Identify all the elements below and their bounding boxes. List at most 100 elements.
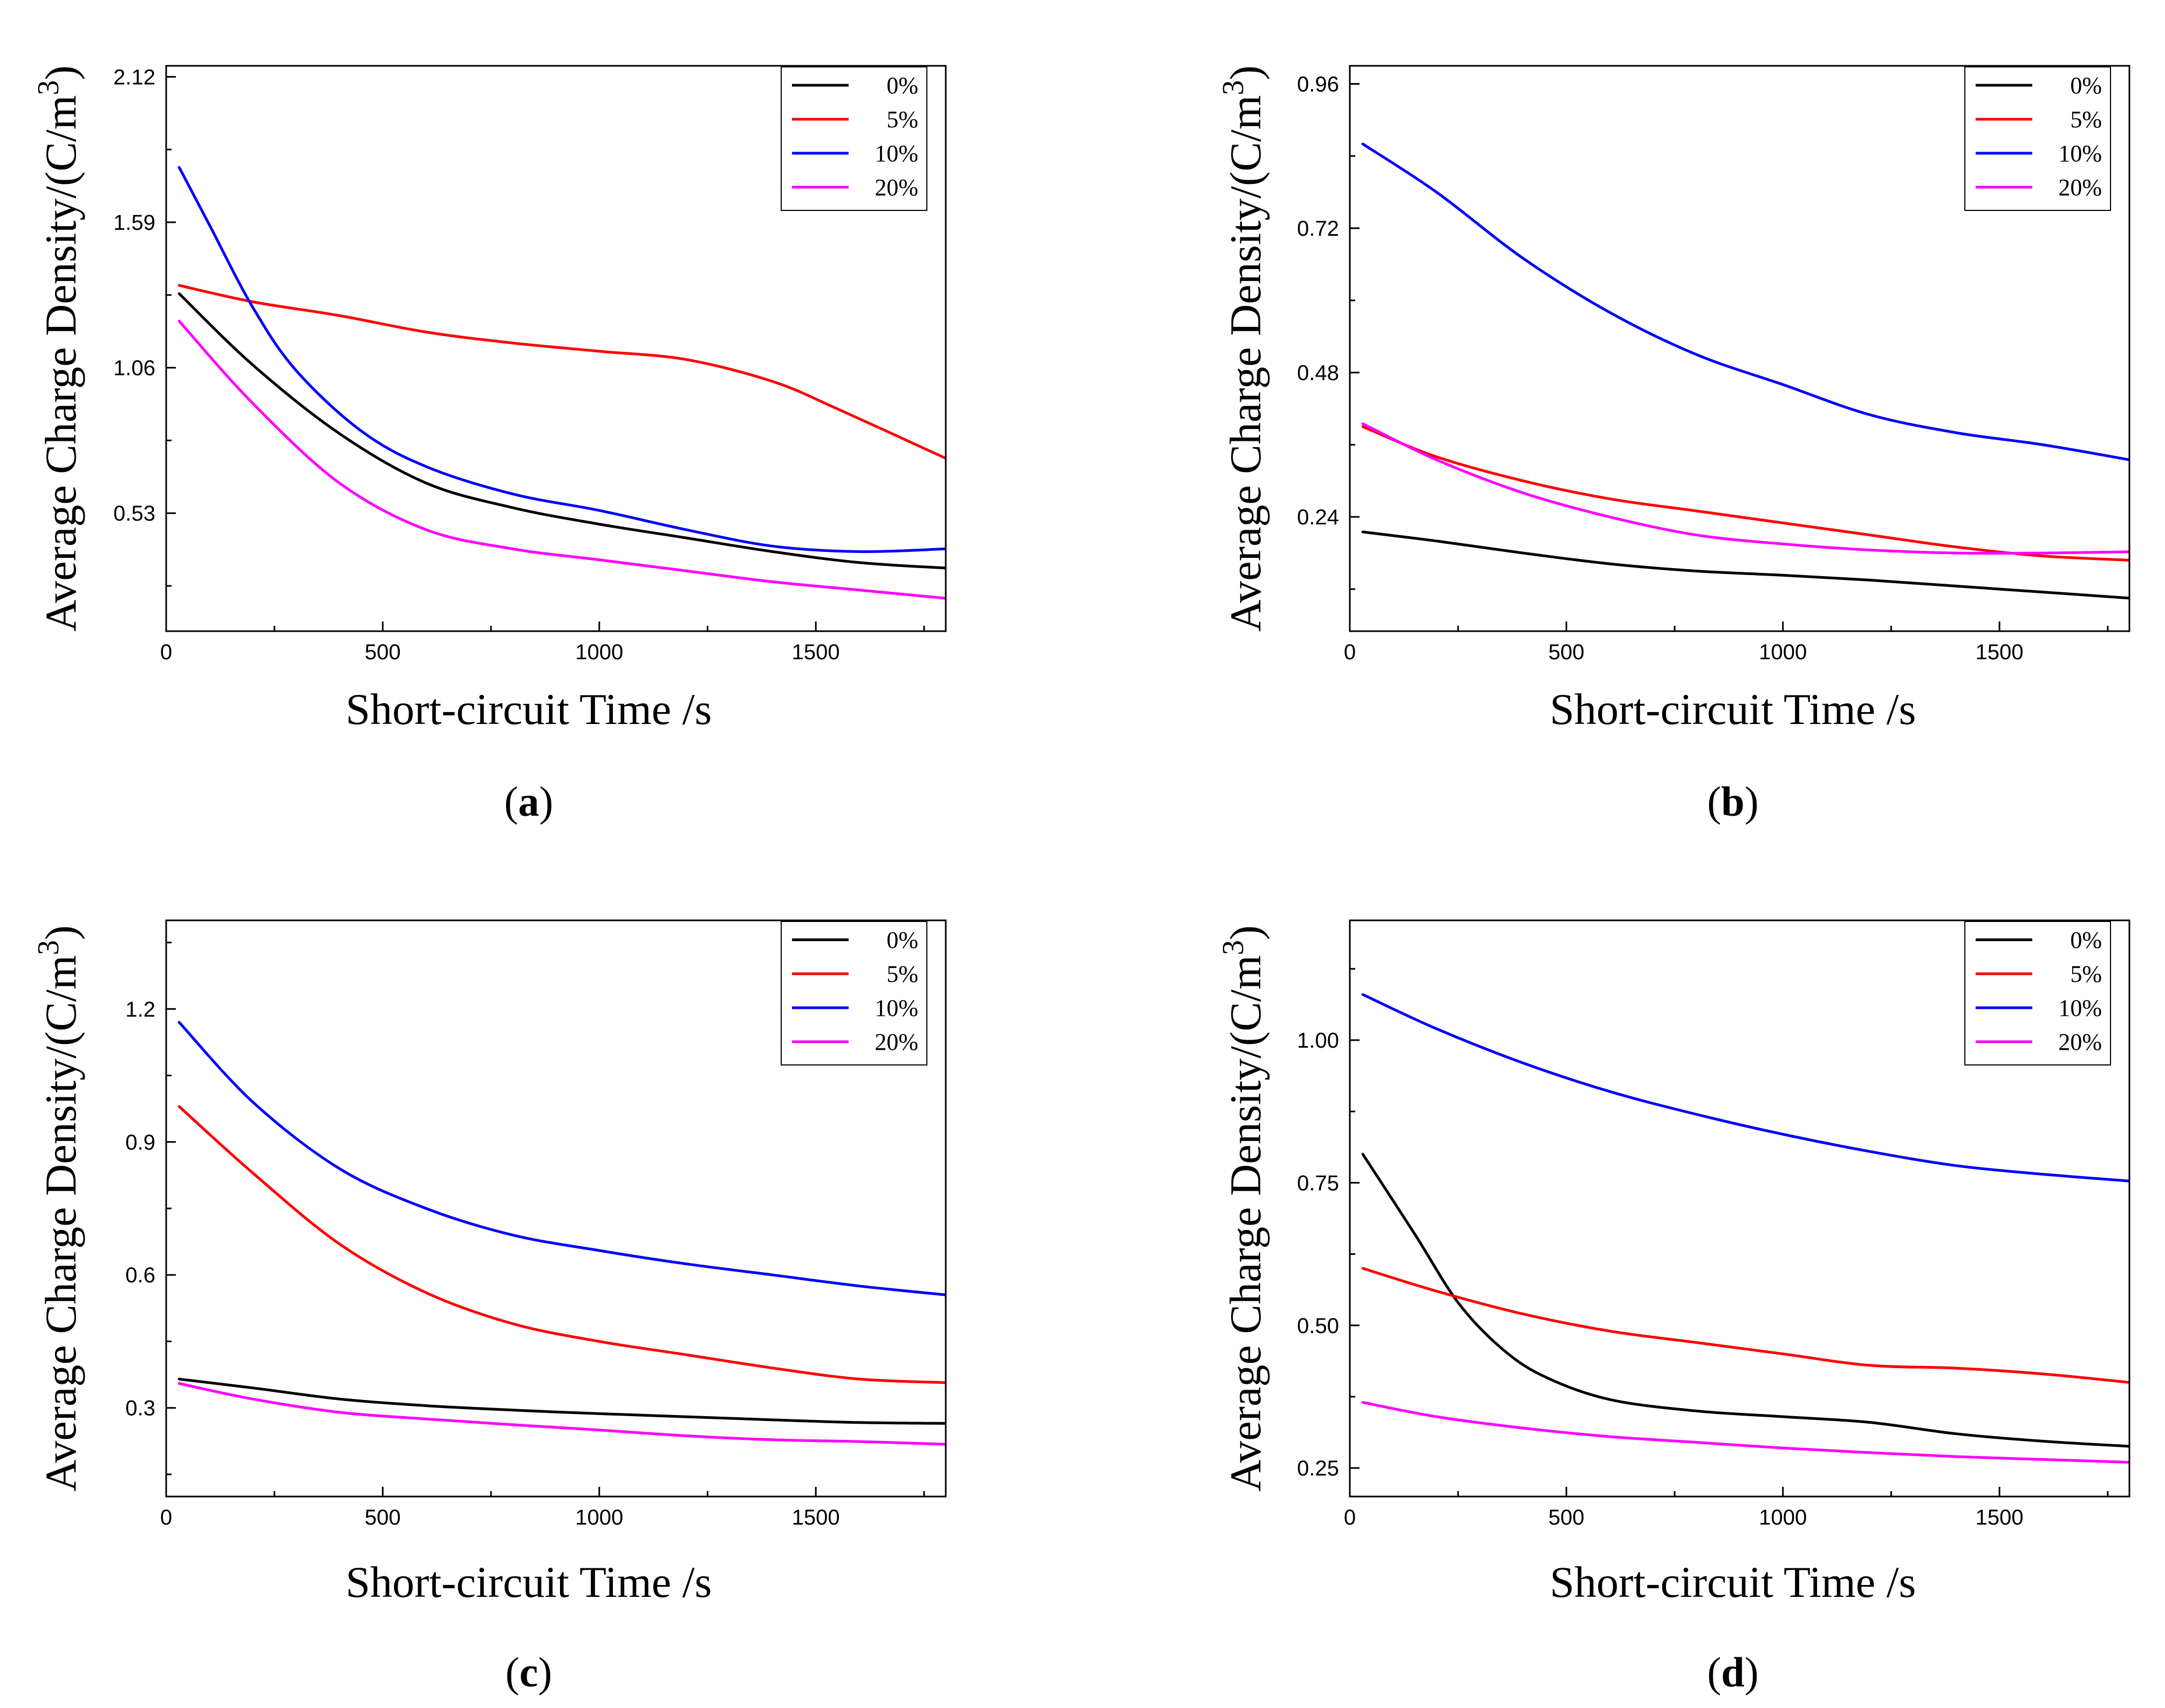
panel-label-close: ) <box>1745 778 1759 825</box>
chart-panel-d: 0 500 1000 1500 0.25 0.50 0.75 1.00 Short-circui… <box>1217 919 2130 1696</box>
y-tick-label: 0.25 <box>1297 1457 1339 1480</box>
y-axis-title-main: Average Charge Density/(C/m <box>1221 955 1270 1491</box>
panel-label-open: ( <box>1707 778 1721 825</box>
series-line-5pct <box>177 1105 946 1384</box>
legend-label: 10% <box>875 995 918 1021</box>
panel-label-letter: c <box>520 1649 538 1696</box>
panel-label: (a) <box>504 778 554 825</box>
y-tick-label: 0.50 <box>1297 1314 1339 1338</box>
y-tick-label: 0.53 <box>113 502 155 525</box>
legend: 0% 5% 10% 20% <box>781 66 927 211</box>
series-line-20pct <box>1361 1401 2129 1464</box>
legend: 0% 5% 10% 20% <box>781 921 927 1065</box>
y-tick-label: 2.12 <box>113 65 155 89</box>
series-line-0pct <box>1361 530 2129 600</box>
y-tick-label: 0.9 <box>125 1131 155 1154</box>
x-axis-title: Short-circuit Time /s <box>346 685 712 734</box>
y-axis-title-superscript: 3 <box>32 80 65 95</box>
x-tick-label: 1000 <box>1759 1506 1807 1529</box>
legend-label: 20% <box>2058 174 2102 201</box>
panel-label-close: ) <box>1745 1649 1759 1696</box>
y-tick-label: 1.00 <box>1297 1029 1339 1053</box>
legend-label: 20% <box>2058 1029 2102 1055</box>
x-axis-title: Short-circuit Time /s <box>1550 685 1916 734</box>
legend-label: 0% <box>886 72 918 99</box>
y-tick-label: 0.48 <box>1297 361 1339 385</box>
y-tick-label: 0.3 <box>125 1397 155 1420</box>
series-line-20pct <box>177 319 946 600</box>
y-axis-title-close: ) <box>36 65 85 80</box>
y-axis-title-close: ) <box>1221 925 1270 940</box>
panel-label: (d) <box>1707 1649 1758 1696</box>
x-tick-label: 1000 <box>1759 640 1807 664</box>
x-tick-label: 1500 <box>792 1506 840 1529</box>
y-axis-title-superscript: 3 <box>1217 80 1250 95</box>
y-tick-label: 1.06 <box>113 357 155 380</box>
legend-label: 0% <box>2070 927 2102 953</box>
y-axis-title-superscript: 3 <box>1217 940 1250 955</box>
panel-label-open: ( <box>1707 1649 1721 1696</box>
y-axis-title: Average Charge Density/(C/m3) <box>32 925 85 1492</box>
panel-label-open: ( <box>506 1649 520 1696</box>
series-lines <box>1361 993 2129 1464</box>
legend-label: 0% <box>886 927 918 953</box>
y-axis-title: Average Charge Density/(C/m3) <box>32 65 85 632</box>
chart-panel-b: 0 500 1000 1500 0.24 0.48 0.72 0.96 Short-circui… <box>1217 65 2130 825</box>
chart-panel-c: 0 500 1000 1500 0.3 0.6 0.9 1.2 Short-circuit Ti… <box>32 919 947 1696</box>
chart-panel-a: 0 500 1000 1500 0.53 1.06 1.59 2.12 Short-circui… <box>32 65 947 825</box>
series-line-10pct <box>1361 993 2129 1183</box>
x-tick-label: 1500 <box>792 640 840 664</box>
legend-label: 5% <box>886 961 918 987</box>
y-axis-title-close: ) <box>36 925 85 940</box>
panel-label: (c) <box>506 1649 552 1696</box>
x-tick-label: 0 <box>160 640 172 664</box>
series-line-20pct <box>177 1382 946 1446</box>
y-axis-title-close: ) <box>1221 65 1270 80</box>
legend-label: 5% <box>2070 961 2102 987</box>
series-line-0pct <box>1361 1153 2129 1448</box>
series-line-0pct <box>177 1377 946 1425</box>
x-tick-label: 500 <box>365 640 401 664</box>
series-line-10pct <box>177 1021 946 1296</box>
x-tick-label: 500 <box>365 1506 401 1529</box>
x-tick-label: 500 <box>1548 1506 1585 1529</box>
panel-label: (b) <box>1707 778 1758 825</box>
y-tick-label: 0.96 <box>1297 72 1339 96</box>
y-axis-title: Average Charge Density/(C/m3) <box>1217 65 1270 632</box>
plot-frame <box>1349 919 2130 1498</box>
legend-label: 10% <box>875 140 918 167</box>
legend: 0% 5% 10% 20% <box>1964 66 2111 211</box>
x-tick-label: 0 <box>160 1506 172 1529</box>
legend-label: 20% <box>875 1029 918 1055</box>
y-tick-label: 1.2 <box>125 998 155 1021</box>
legend-label: 5% <box>886 106 918 133</box>
y-tick-label: 0.6 <box>125 1263 155 1287</box>
x-tick-label: 0 <box>1344 1506 1356 1529</box>
y-axis-title-main: Average Charge Density/(C/m <box>36 95 85 631</box>
y-tick-label: 0.72 <box>1297 217 1339 241</box>
series-line-10pct <box>1361 142 2129 461</box>
y-axis-title: Average Charge Density/(C/m3) <box>1217 925 1270 1492</box>
legend-label: 5% <box>2070 106 2102 133</box>
series-line-5pct <box>177 284 946 460</box>
y-tick-label: 1.59 <box>113 211 155 235</box>
plot-frame <box>1349 65 2130 632</box>
legend-label: 0% <box>2070 72 2102 99</box>
legend-label: 10% <box>2058 995 2102 1021</box>
panel-label-letter: b <box>1721 778 1744 825</box>
panel-label-close: ) <box>539 778 554 825</box>
series-line-5pct <box>1361 1267 2129 1384</box>
series-lines <box>1361 142 2129 600</box>
x-tick-label: 1500 <box>1976 640 2024 664</box>
y-tick-label: 0.24 <box>1297 505 1339 529</box>
legend-label: 10% <box>2058 140 2102 167</box>
panel-label-open: ( <box>504 778 518 825</box>
x-tick-label: 0 <box>1344 640 1356 664</box>
panel-label-letter: d <box>1721 1649 1744 1696</box>
y-tick-label: 0.75 <box>1297 1171 1339 1195</box>
x-axis-title: Short-circuit Time /s <box>1550 1557 1916 1607</box>
panel-label-letter: a <box>518 778 539 825</box>
x-tick-label: 1000 <box>575 640 623 664</box>
series-line-0pct <box>177 292 946 570</box>
